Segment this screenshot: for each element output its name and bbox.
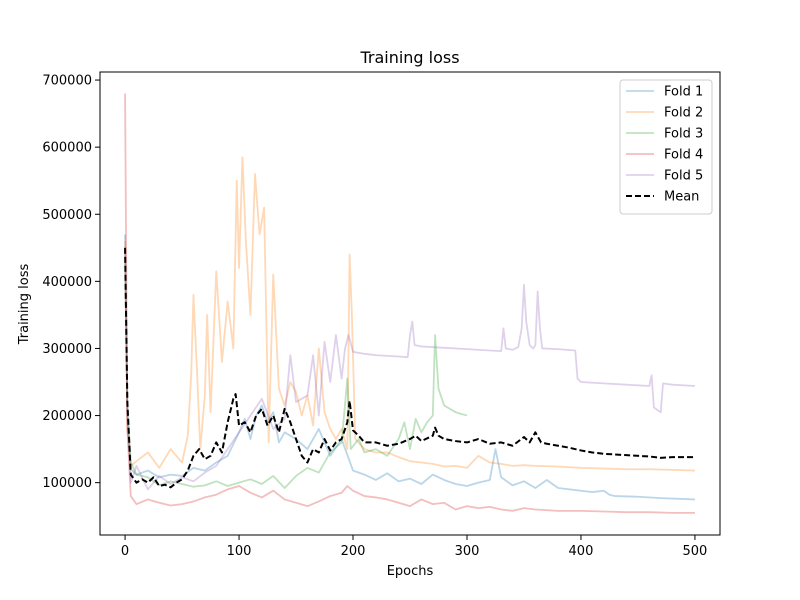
x-tick-label: 100: [227, 544, 252, 559]
legend-box: [619, 79, 713, 215]
y-tick-label: 200000: [42, 409, 92, 424]
series-line-fold-2: [124, 156, 695, 472]
y-tick-label: 500000: [42, 208, 92, 223]
x-axis-label: Epochs: [387, 564, 434, 579]
axes-group: 0 100 200 300 400 500 100000 200000 300000 400000…: [42, 71, 721, 559]
legend-label-fold-1: Fold 1: [664, 85, 703, 100]
y-tick-label: 600000: [42, 141, 92, 156]
legend-label-fold-4: Fold 4: [664, 148, 703, 163]
series-line-mean: [124, 247, 695, 489]
legend-label-mean: Mean: [664, 190, 699, 205]
series-line-fold-4: [124, 93, 695, 514]
legend-label-fold-3: Fold 3: [664, 127, 703, 142]
series-group: [124, 93, 695, 514]
x-tick-label: 300: [455, 544, 480, 559]
chart-title: Training loss: [359, 48, 459, 67]
x-tick-label: 400: [569, 544, 594, 559]
y-tick-label: 100000: [42, 476, 92, 491]
x-tick-label: 200: [341, 544, 366, 559]
series-line-fold-5: [124, 247, 695, 491]
y-tick-label: 700000: [42, 74, 92, 89]
x-tick-label: 0: [121, 544, 129, 559]
y-tick-label: 300000: [42, 342, 92, 357]
x-tick-label: 500: [683, 544, 708, 559]
legend-label-fold-2: Fold 2: [664, 106, 703, 121]
y-axis-label: Training loss: [17, 264, 32, 346]
legend-label-fold-5: Fold 5: [664, 169, 703, 184]
series-line-fold-1: [124, 234, 695, 501]
series-line-fold-3: [124, 261, 468, 489]
legend: Fold 1 Fold 2 Fold 3 Fold 4 Fold 5 Mean: [619, 79, 713, 215]
axes-frame: [99, 71, 721, 536]
y-tick-label: 400000: [42, 275, 92, 290]
